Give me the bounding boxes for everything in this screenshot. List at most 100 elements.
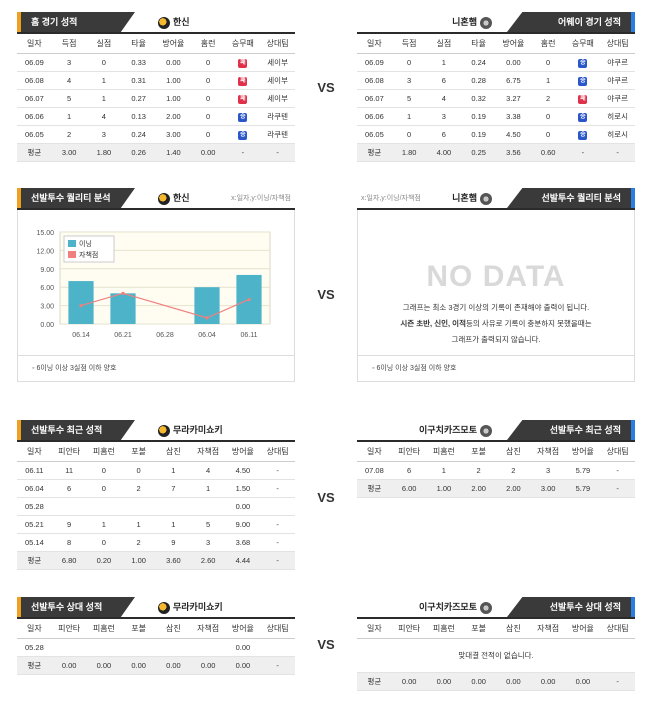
table-cell: 0.00 <box>496 53 531 72</box>
average-cell: - <box>565 143 601 162</box>
average-cell: 평균 <box>357 479 392 498</box>
table-cell <box>156 497 191 516</box>
table-cell: 0 <box>391 125 427 144</box>
table-row: 06.06 1 4 0.13 2.00 0 승 라쿠텐 <box>17 107 295 126</box>
column-header: 일자 <box>357 442 392 462</box>
table-cell: - <box>260 461 295 480</box>
recent-right-pitcher-name: 이구치카즈모토 <box>419 425 477 435</box>
average-cell: 3.00 <box>51 143 87 162</box>
average-row: 평균 3.00 1.80 0.26 1.40 0.00- - <box>17 143 295 162</box>
column-header: 실점 <box>426 34 462 54</box>
vs-label: VS <box>317 637 335 652</box>
column-header: 일자 <box>17 619 52 639</box>
quality-right-team-label: 니혼햄 <box>452 193 477 203</box>
table-cell: 6 <box>426 71 462 90</box>
table-cell: 2 <box>51 125 87 144</box>
column-header: 피안타 <box>391 619 427 639</box>
average-cell: 0.00 <box>190 656 226 675</box>
opp-right-header: 이구치카즈모토 선발투수 상대 성적 <box>357 597 635 619</box>
column-header: 득점 <box>391 34 427 54</box>
no-data-title: NO DATA <box>426 260 566 293</box>
table-cell: 2 <box>496 461 531 480</box>
table-cell: 1 <box>391 107 427 126</box>
recent-right-header: 이구치카즈모토 선발투수 최근 성적 <box>357 420 635 442</box>
table-row: 06.05 0 6 0.19 4.50 0 승 히로시 <box>357 125 635 144</box>
home-record-panel: 홈 경기 성적 한신 일자 득점 실점 타율 방어율 홈런 승무패 상대팀 06.09 3 0 0.3… <box>17 12 295 162</box>
x-tick-label: 06.14 <box>72 332 90 339</box>
average-cell: 1.00 <box>121 551 156 570</box>
table-cell: 3.00 <box>156 125 191 144</box>
quality-left-footnote: ◦ 6이닝 이상 3실점 이하 양호 <box>17 356 295 382</box>
home-record-header: 홈 경기 성적 한신 <box>17 12 295 34</box>
table-row: 05.21 9 1 1 1 5 9.00- <box>17 515 295 534</box>
line-point <box>121 291 125 295</box>
average-cell: - <box>260 656 295 675</box>
tigers-emblem-icon <box>158 424 170 437</box>
average-cell: 3.56 <box>496 143 531 162</box>
table-cell: 0.28 <box>461 71 496 90</box>
table-cell: 06.04 <box>17 479 52 498</box>
average-cell: 1.00 <box>426 479 462 498</box>
table-cell: 0.19 <box>461 125 496 144</box>
opp-left-panel: 선발투수 상대 성적 무라카미쇼키 일자 피안타 피홈런 포볼 삼진 자책점 방어율 상대팀 0… <box>17 597 295 675</box>
table-row: 06.09 0 1 0.24 0.00 0 승 야쿠르 <box>357 53 635 72</box>
table-cell: 1.00 <box>156 71 191 90</box>
loss-badge: 패 <box>578 94 588 104</box>
opp-left-header: 선발투수 상대 성적 무라카미쇼키 <box>17 597 295 619</box>
quality-right-footnote: ◦ 6이닝 이상 3실점 이하 양호 <box>357 356 635 382</box>
table-cell: 1 <box>86 515 122 534</box>
legend-label: 자책점 <box>79 250 98 259</box>
average-cell: 2.00 <box>496 479 531 498</box>
home-record-title: 홈 경기 성적 <box>17 12 135 32</box>
average-row: 평균 6.00 1.00 2.00 2.00 3.00 5.79- <box>357 479 635 498</box>
table-cell: 4 <box>86 107 122 126</box>
opp-right-title: 선발투수 상대 성적 <box>507 597 635 617</box>
column-header: 상대팀 <box>600 619 635 639</box>
y-tick-label: 15.00 <box>36 230 54 237</box>
table-cell <box>121 638 156 657</box>
table-cell: 0 <box>86 479 122 498</box>
x-tick-label: 06.04 <box>198 332 216 339</box>
average-cell: 평균 <box>17 656 52 675</box>
column-header: 일자 <box>357 34 392 54</box>
table-cell: 8 <box>51 533 87 552</box>
column-header: 일자 <box>357 619 392 639</box>
quality-right-axis-note: x:일자,y:이닝/자책점 <box>361 195 421 202</box>
table-cell: 7 <box>156 479 191 498</box>
table-cell: 6.75 <box>496 71 531 90</box>
result-cell: 승 <box>225 125 261 144</box>
recent-right-table: 일자 피안타 피홈런 포볼 삼진 자책점 방어율 상대팀 07.08 6 1 2 2 3 5.79- 평균 6.… <box>357 442 635 498</box>
table-cell: 06.07 <box>17 89 52 108</box>
loss-badge: 패 <box>238 76 248 86</box>
no-data-line-2-bold: 시즌 초반, 신인, 이적 <box>400 319 466 328</box>
y-tick-label: 6.00 <box>40 285 54 292</box>
table-cell: 0.33 <box>121 53 156 72</box>
average-cell: 1.80 <box>391 143 427 162</box>
column-header: 피홈런 <box>426 442 462 462</box>
table-cell: 05.21 <box>17 515 52 534</box>
win-badge: 승 <box>578 130 588 140</box>
table-cell: 06.06 <box>17 107 52 126</box>
table-cell <box>121 497 156 516</box>
quality-left-panel: 선발투수 퀄리티 분석 한신 x:일자,y:이닝/자책점 15.00 12.00 9… <box>17 188 295 382</box>
table-cell: 11 <box>51 461 87 480</box>
table-cell: - <box>260 479 295 498</box>
average-cell: - <box>260 143 295 162</box>
table-cell: 야쿠르 <box>600 89 635 108</box>
table-row: 06.07 5 4 0.32 3.27 2 패 야쿠르 <box>357 89 635 108</box>
average-cell: 0.00 <box>121 656 156 675</box>
average-cell: - <box>260 551 295 570</box>
table-cell: 4 <box>426 89 462 108</box>
average-cell: 2.00 <box>461 479 496 498</box>
average-cell: 0.00 <box>426 672 462 691</box>
column-header: 피홈런 <box>86 442 122 462</box>
table-row: 06.04 6 0 2 7 1 1.50- <box>17 479 295 498</box>
table-cell: 0 <box>190 53 226 72</box>
average-cell: 평균 <box>17 551 52 570</box>
table-cell: 1.00 <box>156 89 191 108</box>
average-cell: 평균 <box>357 672 392 691</box>
average-cell: 0.00 <box>530 672 566 691</box>
table-cell: - <box>260 515 295 534</box>
column-header: 삼진 <box>496 619 531 639</box>
column-header: 피안타 <box>391 442 427 462</box>
